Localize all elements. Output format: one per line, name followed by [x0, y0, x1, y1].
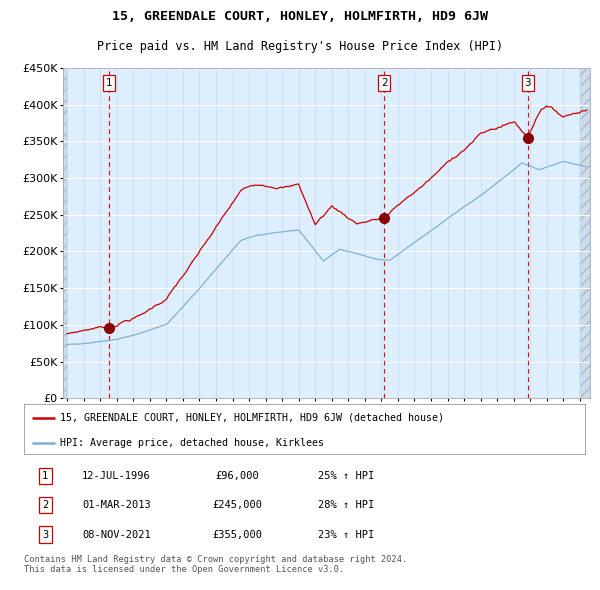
Text: 2: 2: [381, 78, 388, 88]
Text: 15, GREENDALE COURT, HONLEY, HOLMFIRTH, HD9 6JW: 15, GREENDALE COURT, HONLEY, HOLMFIRTH, …: [112, 9, 488, 23]
Text: 12-JUL-1996: 12-JUL-1996: [82, 471, 151, 481]
Text: £355,000: £355,000: [212, 530, 262, 539]
Text: 23% ↑ HPI: 23% ↑ HPI: [319, 530, 374, 539]
Text: 08-NOV-2021: 08-NOV-2021: [82, 530, 151, 539]
Bar: [63, 68, 67, 398]
Text: 01-MAR-2013: 01-MAR-2013: [82, 500, 151, 510]
Text: 25% ↑ HPI: 25% ↑ HPI: [319, 471, 374, 481]
Bar: [580, 68, 590, 398]
Text: Contains HM Land Registry data © Crown copyright and database right 2024.
This d: Contains HM Land Registry data © Crown c…: [24, 555, 407, 574]
Text: 1: 1: [106, 78, 112, 88]
Text: Price paid vs. HM Land Registry's House Price Index (HPI): Price paid vs. HM Land Registry's House …: [97, 40, 503, 53]
Text: £245,000: £245,000: [212, 500, 262, 510]
Text: 15, GREENDALE COURT, HONLEY, HOLMFIRTH, HD9 6JW (detached house): 15, GREENDALE COURT, HONLEY, HOLMFIRTH, …: [61, 412, 445, 422]
Text: £96,000: £96,000: [215, 471, 259, 481]
Text: HPI: Average price, detached house, Kirklees: HPI: Average price, detached house, Kirk…: [61, 438, 325, 448]
Text: 28% ↑ HPI: 28% ↑ HPI: [319, 500, 374, 510]
Text: 1: 1: [42, 471, 49, 481]
Text: 2: 2: [42, 500, 49, 510]
Text: 3: 3: [42, 530, 49, 539]
Text: 3: 3: [524, 78, 531, 88]
